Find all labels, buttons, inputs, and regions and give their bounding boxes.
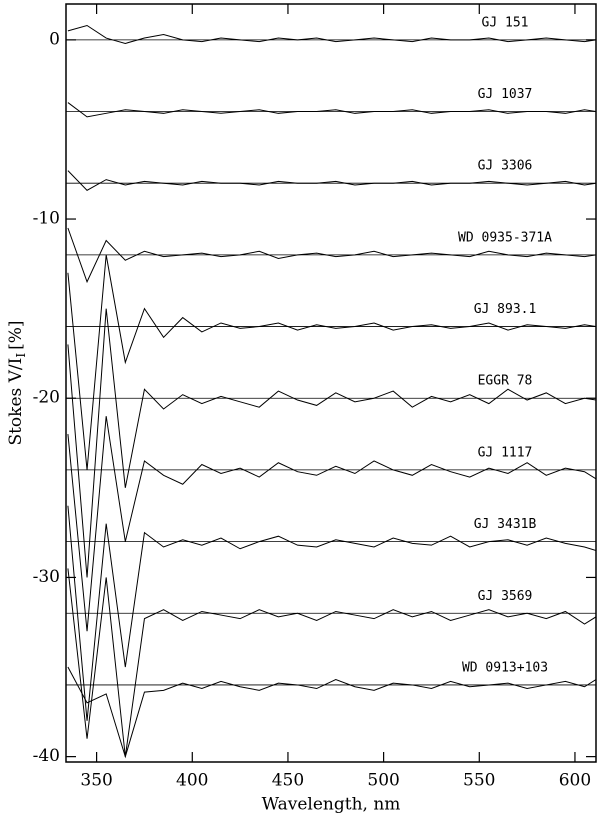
- spectrum-line: [67, 254, 596, 470]
- spectrum-line: [67, 568, 596, 757]
- y-axis-label-unit: [%]: [6, 320, 26, 349]
- y-tick-label: -20: [33, 388, 60, 408]
- series-label: GJ 1037: [478, 87, 533, 102]
- series-label: WD 0913+103: [462, 660, 548, 675]
- x-tick-label: 600: [559, 771, 591, 791]
- plot-frame: [65, 3, 597, 763]
- y-tick-label: -30: [33, 567, 60, 587]
- series-label: GJ 3569: [478, 589, 533, 604]
- x-tick-label: 450: [272, 771, 304, 791]
- spectrum-line: [67, 227, 596, 284]
- spectrum-line: [67, 505, 596, 721]
- x-tick-label: 550: [463, 771, 495, 791]
- series-label: GJ 151: [482, 15, 529, 30]
- series-label: EGGR 78: [478, 374, 533, 389]
- spectrum-line: [67, 170, 596, 191]
- series-label: GJ 3431B: [474, 517, 537, 532]
- spectrum-line: [67, 666, 596, 759]
- x-tick-label: 500: [367, 771, 399, 791]
- series-label: GJ 893.1: [474, 302, 537, 317]
- y-axis-label-sub: I: [14, 353, 28, 358]
- spectrum-line: [67, 416, 596, 632]
- x-axis-label: Wavelength, nm: [262, 795, 401, 815]
- x-tick-label: 400: [176, 771, 208, 791]
- series-label: GJ 1117: [478, 445, 533, 460]
- x-tick-label: 350: [80, 771, 112, 791]
- spectrum-line: [67, 24, 596, 44]
- series-label: WD 0935-371A: [458, 230, 552, 245]
- y-tick-label: -10: [33, 209, 60, 229]
- y-axis-label: Stokes V/II [%]: [6, 320, 28, 445]
- y-axis-label-main: Stokes V/I: [6, 358, 26, 446]
- series-label: GJ 3306: [478, 159, 533, 174]
- plot-area: [66, 24, 596, 759]
- spectrum-line: [67, 102, 596, 118]
- spectrum-line: [67, 308, 596, 578]
- y-tick-label: -40: [33, 746, 60, 766]
- y-tick-label: 0: [49, 29, 60, 49]
